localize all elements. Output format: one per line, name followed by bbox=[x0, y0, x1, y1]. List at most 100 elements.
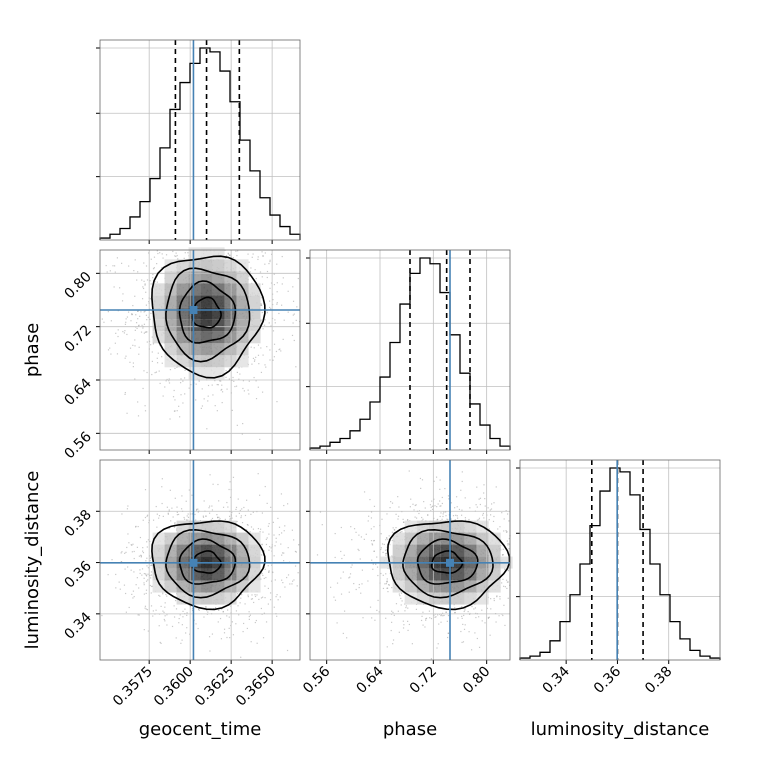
tick-label-phase: 0.64 bbox=[353, 663, 386, 696]
contour-level bbox=[178, 280, 237, 344]
density-cell bbox=[476, 532, 489, 545]
density-cell bbox=[212, 247, 225, 260]
density-cell bbox=[200, 319, 213, 332]
tick-label-geocent_time: 0.3600 bbox=[151, 664, 197, 710]
density-cell bbox=[200, 568, 213, 581]
histogram-geocent_time bbox=[99, 47, 301, 240]
density-cell bbox=[428, 544, 441, 557]
density-cell bbox=[152, 283, 165, 296]
histogram-luminosity_distance bbox=[519, 467, 721, 660]
tick-label-luminosity_distance: 0.36 bbox=[591, 663, 624, 696]
density-cell bbox=[236, 532, 249, 545]
density-cell bbox=[188, 343, 201, 356]
density-layer bbox=[101, 247, 513, 660]
tick-label-phase: 0.72 bbox=[407, 664, 440, 697]
density-cell bbox=[236, 295, 249, 308]
density-cell bbox=[212, 592, 225, 605]
ylabel-luminosity_distance: luminosity_distance bbox=[22, 471, 43, 650]
xlabel-luminosity_distance: luminosity_distance bbox=[531, 719, 710, 740]
ylabel-phase: phase bbox=[22, 323, 43, 377]
density-cell bbox=[236, 307, 249, 320]
panel-frame bbox=[309, 459, 511, 661]
density-cell bbox=[428, 532, 441, 545]
density-cell bbox=[200, 247, 213, 260]
density-cell bbox=[176, 259, 189, 272]
density-cell bbox=[176, 331, 189, 344]
panel-frame bbox=[99, 249, 301, 451]
density-cell bbox=[164, 343, 177, 356]
density-cell bbox=[176, 580, 189, 593]
density-cell bbox=[416, 532, 429, 545]
density-cell bbox=[248, 319, 261, 332]
density-cell bbox=[164, 271, 177, 284]
density-cell bbox=[188, 247, 201, 260]
density-cell bbox=[188, 319, 201, 332]
density-cell bbox=[416, 568, 429, 581]
density-cell bbox=[248, 568, 261, 581]
density-cell bbox=[200, 343, 213, 356]
density-cell bbox=[404, 580, 417, 593]
density-cell bbox=[188, 532, 201, 545]
density-cell bbox=[488, 532, 501, 545]
density-cell bbox=[464, 568, 477, 581]
density-cell bbox=[176, 532, 189, 545]
density-cell bbox=[452, 580, 465, 593]
density-cell bbox=[164, 580, 177, 593]
density-cell bbox=[212, 319, 225, 332]
tick-label-phase: 0.56 bbox=[300, 663, 333, 696]
density-cell bbox=[224, 331, 237, 344]
tick-label-phase: 0.72 bbox=[61, 322, 94, 355]
tick-label-phase: 0.80 bbox=[61, 269, 94, 302]
density-cell bbox=[164, 355, 177, 368]
density-cell bbox=[212, 568, 225, 581]
density-cell bbox=[248, 544, 261, 557]
panel-frame bbox=[99, 39, 301, 241]
tick-label-phase: 0.56 bbox=[61, 429, 94, 462]
density-cell bbox=[488, 580, 501, 593]
tick-label-luminosity_distance: 0.36 bbox=[61, 558, 94, 591]
panel-frame bbox=[309, 249, 511, 451]
density-cell bbox=[164, 331, 177, 344]
density-cell bbox=[212, 520, 225, 533]
density-cell bbox=[176, 283, 189, 296]
panel-frame bbox=[519, 459, 721, 661]
tick-label-phase: 0.64 bbox=[61, 375, 94, 408]
tick-label-luminosity_distance: 0.38 bbox=[642, 664, 675, 697]
density-cell bbox=[212, 259, 225, 272]
tick-label-geocent_time: 0.3625 bbox=[192, 664, 238, 710]
density-cell bbox=[452, 532, 465, 545]
density-cell bbox=[152, 544, 165, 557]
marks-layer bbox=[96, 39, 721, 664]
contour-level bbox=[165, 267, 251, 363]
tick-label-geocent_time: 0.3650 bbox=[233, 664, 279, 710]
density-cell bbox=[248, 295, 261, 308]
density-cell bbox=[200, 259, 213, 272]
density-cell bbox=[440, 568, 453, 581]
density-cell bbox=[224, 355, 237, 368]
density-cell bbox=[152, 331, 165, 344]
density-cell bbox=[188, 331, 201, 344]
density-cell bbox=[212, 532, 225, 545]
truth-marker bbox=[189, 306, 198, 314]
density-cell bbox=[404, 532, 417, 545]
tick-label-phase: 0.80 bbox=[460, 664, 493, 697]
density-cell bbox=[392, 544, 405, 557]
density-cell bbox=[200, 592, 213, 605]
density-cell bbox=[452, 592, 465, 605]
density-cell bbox=[476, 544, 489, 557]
density-cell bbox=[392, 568, 405, 581]
truth-marker bbox=[446, 558, 454, 567]
density-cell bbox=[476, 592, 489, 605]
density-cell bbox=[428, 592, 441, 605]
density-cell bbox=[236, 580, 249, 593]
density-cell bbox=[224, 343, 237, 356]
density-cell bbox=[236, 271, 249, 284]
density-cell bbox=[452, 520, 465, 533]
density-cell bbox=[152, 295, 165, 308]
density-cell bbox=[440, 592, 453, 605]
text-layer: 0.34 0.36 0.38 0.56 0.64 0.72 0.80 0.35750.3600… bbox=[22, 269, 709, 740]
density-cell bbox=[200, 283, 213, 296]
density-cell bbox=[476, 568, 489, 581]
density-cell bbox=[416, 592, 429, 605]
density-cell bbox=[188, 271, 201, 284]
